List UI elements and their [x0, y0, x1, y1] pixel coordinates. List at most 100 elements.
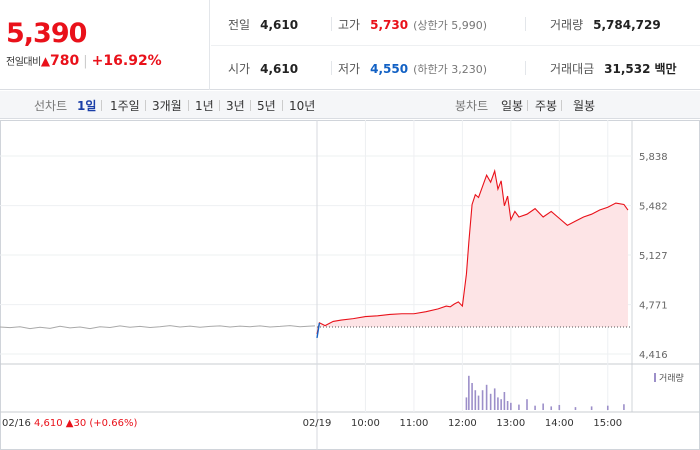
- volume-bar: [465, 397, 468, 410]
- prev-day-date: 02/16: [2, 418, 31, 429]
- price-change: 전일대비▲780 | +16.92%: [6, 53, 162, 69]
- volume-bar: [471, 383, 473, 410]
- volume-bar: [510, 402, 512, 410]
- divider: [145, 100, 146, 111]
- period-1d-button[interactable]: 1일: [77, 99, 97, 113]
- divider: [250, 100, 251, 111]
- low-price: 저가 4,550 (하한가 3,230): [338, 60, 487, 77]
- volume-bar: [489, 393, 492, 410]
- turnover-label: 거래대금: [550, 62, 595, 76]
- period-1y-button[interactable]: 1년: [195, 99, 214, 113]
- price-chart-svg: 5,838 5,482 5,127 4,771 4,416 02/19 10:00 11:00…: [0, 120, 700, 450]
- volume-bar: [481, 390, 484, 410]
- turnover-value: 31,532: [604, 62, 651, 76]
- axis-labels: 5,838 5,482 5,127 4,771 4,416 02/19 10:00 11:00…: [2, 152, 684, 429]
- low-label: 저가: [338, 62, 361, 76]
- low-value: 4,550: [370, 62, 409, 76]
- period-5y-button[interactable]: 5년: [257, 99, 276, 113]
- change-amount: 780: [50, 53, 80, 69]
- volume-value: 5,784,729: [593, 18, 661, 32]
- turnover: 거래대금 31,532 백만: [550, 60, 677, 77]
- volume-bar: [485, 384, 488, 410]
- high-value: 5,730: [370, 18, 409, 32]
- candle-weekly-button[interactable]: 주봉: [535, 99, 558, 113]
- x-tick-label: 02/19: [303, 418, 332, 429]
- change-label: 전일대비: [6, 57, 41, 68]
- open-label: 시가: [228, 62, 251, 76]
- volume: 거래량 5,784,729: [550, 16, 661, 33]
- volume-bar: [623, 404, 625, 410]
- volume-legend-label: 거래량: [659, 372, 684, 384]
- divider: [101, 100, 102, 111]
- high-label: 고가: [338, 18, 361, 32]
- prev-close: 전일 4,610: [228, 16, 298, 33]
- today-price-line: [316, 168, 629, 335]
- period-1w-button[interactable]: 1주일: [110, 99, 140, 113]
- divider: [331, 61, 332, 75]
- divider: [525, 17, 526, 31]
- candle-monthly-button[interactable]: 월봉: [573, 99, 596, 113]
- divider: [219, 100, 220, 111]
- x-tick-label: 10:00: [351, 418, 380, 429]
- high-price: 고가 5,730 (상한가 5,990): [338, 16, 487, 33]
- volume-bar: [526, 399, 528, 410]
- divider: [282, 100, 283, 111]
- prev-day-line: [0, 325, 316, 330]
- candle-daily-button[interactable]: 일봉: [501, 99, 524, 113]
- prev-close-label: 전일: [228, 18, 251, 32]
- volume-bar: [474, 390, 477, 410]
- volume-bar: [506, 401, 509, 410]
- volume-bars: [465, 375, 625, 410]
- price-area: [317, 171, 628, 334]
- line-chart-label: 선차트: [34, 99, 68, 113]
- price-fill: [317, 171, 628, 334]
- x-tick-label: 12:00: [448, 418, 477, 429]
- volume-bar: [534, 405, 536, 410]
- divider: [188, 100, 189, 111]
- y-tick-label: 4,771: [639, 301, 668, 312]
- current-price: 5,390: [6, 18, 87, 49]
- current-price-box: 5,390 전일대비▲780 | +16.92%: [0, 0, 210, 90]
- volume-bar: [493, 388, 496, 410]
- volume-bar: [468, 375, 470, 410]
- volume-bar: [558, 404, 561, 410]
- volume-legend-swatch: [654, 373, 656, 382]
- divider: [331, 17, 332, 31]
- change-percent: +16.92%: [91, 53, 162, 69]
- prev-day-info: 4,610 ▲30 (+0.66%): [34, 418, 137, 429]
- divider: [561, 100, 562, 111]
- chart-toolbar: 선차트 1일 1주일 3개월 1년 3년 5년 10년 봉차트 일봉 주봉 월봉: [0, 91, 700, 119]
- x-tick-label: 15:00: [593, 418, 622, 429]
- upper-limit: (상한가 5,990): [413, 19, 487, 32]
- open-value: 4,610: [260, 62, 299, 76]
- up-arrow-icon: ▲: [40, 54, 51, 68]
- volume-bar: [503, 392, 506, 410]
- turnover-unit: 백만: [654, 62, 677, 76]
- period-3y-button[interactable]: 3년: [226, 99, 245, 113]
- lower-limit: (하한가 3,230): [413, 63, 487, 76]
- x-tick-label: 14:00: [545, 418, 574, 429]
- x-tick-label: 13:00: [496, 418, 525, 429]
- volume-bar: [550, 406, 553, 410]
- open-price: 시가 4,610: [228, 60, 298, 77]
- row-divider: [211, 45, 700, 46]
- intraday-chart: 5,838 5,482 5,127 4,771 4,416 02/19 10:00 11:00…: [0, 120, 700, 450]
- price-summary: 5,390 전일대비▲780 | +16.92% 전일 4,610 고가 5,730 (상…: [0, 0, 700, 90]
- price-lines: [0, 168, 632, 339]
- volume-bar: [518, 404, 520, 410]
- candle-chart-label: 봉차트: [455, 99, 489, 113]
- divider: [527, 100, 528, 111]
- volume-bar: [606, 405, 609, 410]
- divider: [525, 61, 526, 75]
- volume-bar: [590, 406, 593, 410]
- period-3m-button[interactable]: 3개월: [152, 99, 182, 113]
- volume-label: 거래량: [550, 18, 584, 32]
- volume-bar: [497, 397, 499, 410]
- y-tick-label: 5,127: [639, 251, 668, 262]
- volume-bar: [477, 395, 480, 410]
- change-divider: |: [83, 54, 88, 69]
- volume-bar: [500, 399, 502, 410]
- volume-bar: [574, 407, 577, 410]
- period-10y-button[interactable]: 10년: [289, 99, 316, 113]
- open-tick: [316, 322, 321, 339]
